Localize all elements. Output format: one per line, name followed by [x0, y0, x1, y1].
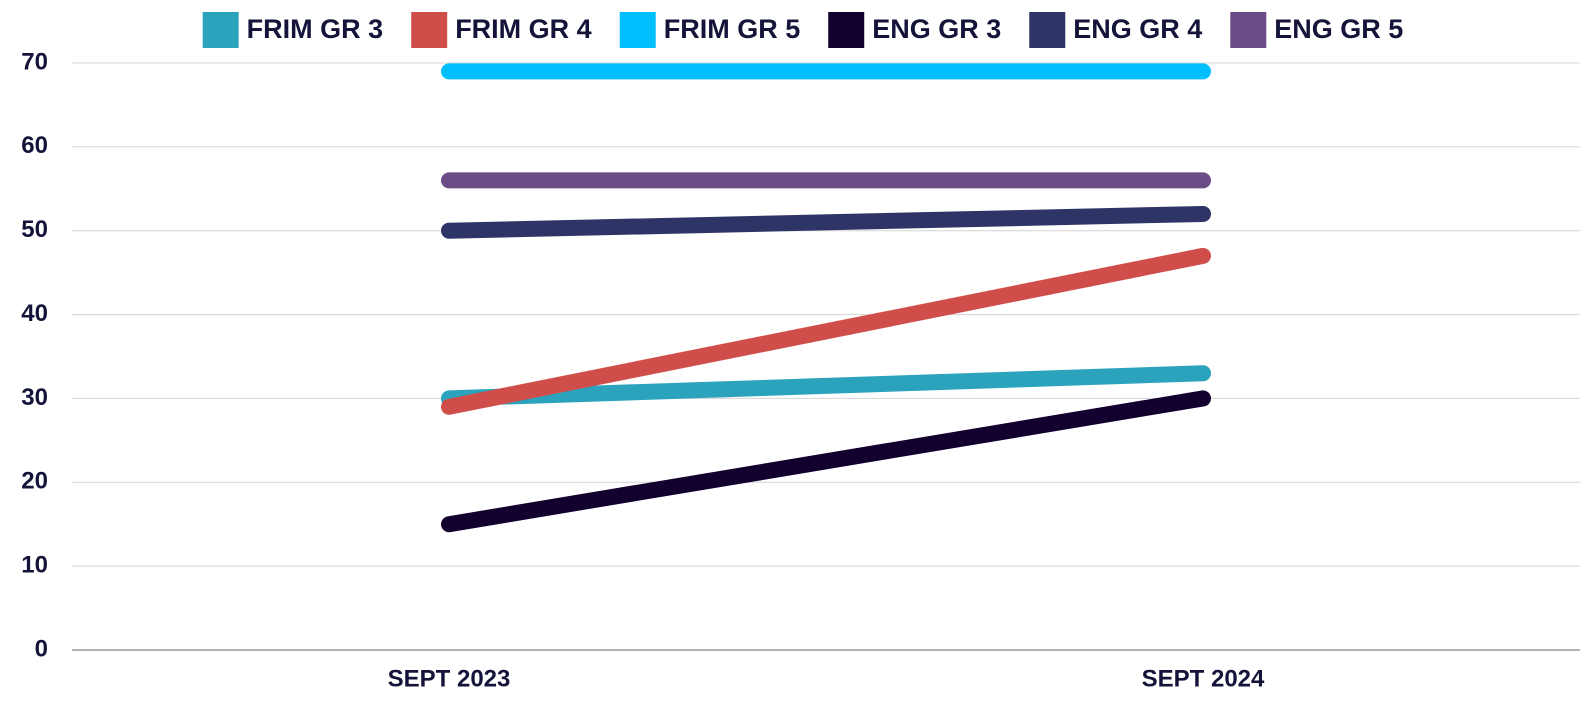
x-tick-label: SEPT 2024: [1142, 665, 1265, 692]
legend-label: FRIM GR 5: [664, 14, 801, 44]
legend-swatch: [1029, 12, 1066, 48]
series-line: [441, 247, 1211, 415]
legend-swatch: [828, 12, 865, 48]
series-line: [441, 205, 1211, 239]
x-tick-label: SEPT 2023: [388, 665, 511, 692]
y-tick-label: 0: [35, 635, 48, 662]
legend-swatch: [411, 12, 448, 48]
y-tick-label: 60: [21, 132, 48, 159]
legend-swatch: [1230, 12, 1267, 48]
y-tick-label: 10: [21, 551, 48, 578]
legend-label: ENG GR 4: [1073, 14, 1202, 44]
y-tick-label: 70: [21, 48, 48, 75]
series-line: [441, 365, 1211, 407]
legend-label: ENG GR 5: [1274, 14, 1403, 44]
legend-label: FRIM GR 4: [455, 14, 592, 44]
y-tick-label: 50: [21, 216, 48, 243]
y-tick-label: 40: [21, 300, 48, 327]
y-tick-label: 30: [21, 384, 48, 411]
series-line: [441, 390, 1211, 533]
legend-swatch: [202, 12, 239, 48]
legend-label: ENG GR 3: [872, 14, 1001, 44]
y-tick-label: 20: [21, 468, 48, 495]
legend-label: FRIM GR 3: [247, 14, 384, 44]
legend-swatch: [619, 12, 656, 48]
